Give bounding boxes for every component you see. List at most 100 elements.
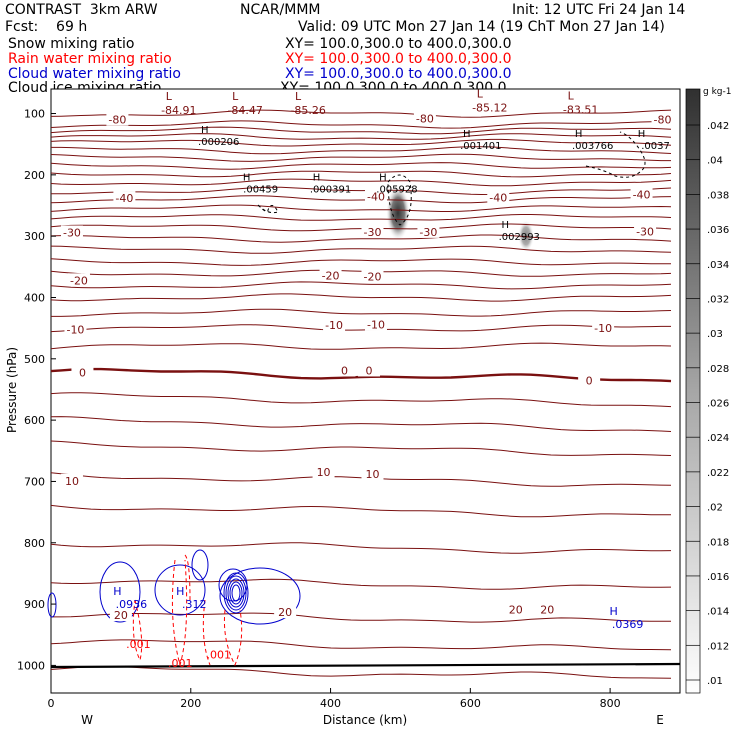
isotherm-line	[50, 416, 672, 432]
temperature-min-value: -85.12	[472, 102, 507, 115]
isotherm-label: -10	[367, 318, 385, 331]
isotherm-label: 0	[365, 364, 372, 377]
isotherm-line	[50, 472, 672, 487]
isotherm-label-bg	[113, 191, 136, 205]
isotherm-label: -10	[594, 322, 612, 335]
colorbar	[685, 88, 701, 694]
cloud-water-contour-inner	[223, 572, 249, 614]
rain-contour	[202, 599, 211, 666]
isotherm-line	[50, 392, 672, 408]
isotherm-label: 0	[586, 374, 593, 387]
temperature-min-marker: L	[166, 90, 173, 103]
x-tick-label: 0	[48, 697, 55, 710]
isotherm-line	[51, 308, 672, 317]
isotherm-label-bg	[64, 322, 87, 336]
isotherm-label: -10	[325, 319, 343, 332]
forecast-hour: Fcst: 69 h	[5, 19, 88, 35]
isotherm-line	[50, 120, 672, 129]
colorbar-tick-label: .018	[707, 537, 729, 548]
isotherm-label: -80	[654, 114, 672, 127]
isotherm-label-bg	[417, 224, 440, 238]
isotherm-line	[50, 170, 672, 178]
isotherm-line	[51, 612, 671, 623]
field-xy-cloud-water: XY= 100.0,300.0 to 400.0,300.0	[285, 66, 512, 82]
y-axis-label: Pressure (hPa)	[5, 347, 19, 433]
y-tick-label: 300	[24, 230, 45, 243]
isotherm-line	[50, 666, 672, 679]
x-tick-label: 600	[460, 697, 481, 710]
colorbar-ticks: .042 .04 .038 .036 .034 .032 .03 .028 .026 .024 .0…	[686, 121, 729, 687]
colorbar-tick-label: .028	[707, 364, 729, 375]
colorbar-tick-label: .012	[707, 641, 729, 652]
snow-max-value: .005928	[376, 184, 417, 195]
cloud-water-max-marker: H	[113, 585, 121, 598]
cloud-water-max-value: .312	[182, 598, 207, 611]
isotherm-line	[51, 146, 672, 155]
isotherm-line	[50, 133, 672, 140]
isotherm-label: -20	[70, 274, 88, 287]
rain-contour	[171, 559, 188, 667]
isotherm-label: 20	[509, 604, 523, 617]
colorbar-tick-label: .04	[707, 156, 723, 167]
isotherm-label-bg	[109, 608, 132, 622]
isotherm-label-bg	[651, 112, 674, 126]
x-tick-label: 400	[320, 697, 341, 710]
y-tick-label: 700	[24, 475, 45, 488]
isotherm-label: -40	[367, 190, 385, 203]
isotherm-label-bg	[361, 269, 384, 283]
isotherm-line	[50, 214, 672, 221]
isotherm-label: 10	[65, 475, 79, 488]
isotherm-label-bg	[312, 465, 335, 479]
snow-max-marker: H	[379, 172, 387, 183]
isotherm-label-bg	[504, 602, 527, 616]
isotherm-label: -30	[636, 225, 654, 238]
isotherm-label: 0	[79, 366, 86, 379]
cloud-water-contour	[47, 592, 57, 618]
snow-contour	[585, 131, 646, 178]
snow-max-value: .000391	[310, 184, 351, 195]
isotherm-line	[50, 234, 672, 243]
isotherm-label-bg	[361, 224, 384, 238]
isotherm-line	[50, 258, 671, 266]
snow-max-value: .000206	[198, 137, 239, 148]
colorbar-tick-label: .034	[707, 260, 729, 271]
isotherm-label: -10	[66, 323, 84, 336]
cloud-water-contour	[219, 567, 301, 625]
isotherm-label: 20	[278, 606, 292, 619]
isotherm-line	[50, 440, 672, 456]
init-time: Init: 12 UTC Fri 24 Jan 14	[512, 2, 686, 18]
x-tick-label: 200	[180, 697, 201, 710]
cloud-water-max-value: .0369	[612, 618, 644, 631]
isotherm-label-bg	[361, 467, 384, 481]
isotherm-label-bg	[364, 189, 387, 203]
cloud-water-max-marker: H	[609, 605, 617, 618]
field-label-rain: Rain water mixing ratio	[8, 51, 172, 67]
isotherm-label: -40	[489, 192, 507, 205]
isotherm-line	[50, 138, 672, 147]
isotherm-label: -40	[115, 192, 133, 205]
valid-time: Valid: 09 UTC Mon 27 Jan 14 (19 ChT Mon …	[298, 19, 665, 35]
colorbar-tick-label: .014	[707, 607, 729, 618]
isotherm-label-bg	[319, 268, 342, 282]
center-label: NCAR/MMM	[240, 2, 321, 18]
field-label-cloud-water: Cloud water mixing ratio	[8, 66, 181, 82]
isotherm-label: -40	[633, 188, 651, 201]
temperature-min-marker: L	[295, 90, 302, 103]
snow-max-value: .002993	[499, 232, 540, 243]
isotherm-label-bg	[106, 112, 129, 126]
isotherm-label: -20	[364, 271, 382, 284]
snow-shading-secondary	[518, 220, 534, 252]
snow-max-marker: H	[638, 129, 646, 140]
isotherm-label: 10	[365, 468, 379, 481]
colorbar-tick-label: .024	[707, 433, 729, 444]
rain-contour	[224, 609, 243, 667]
snow-shading-max	[386, 185, 410, 241]
isotherm-line	[50, 223, 672, 232]
isotherm-label-bg	[578, 373, 601, 387]
rain-label: .001	[126, 638, 151, 651]
field-xy-snow: XY= 100.0,300.0 to 400.0,300.0	[285, 36, 512, 52]
isotherm-label-bg	[274, 605, 297, 619]
isotherm-line	[50, 324, 671, 333]
colorbar-unit: g kg-1	[703, 87, 731, 97]
temperature-min-value: -83.51	[563, 103, 598, 116]
